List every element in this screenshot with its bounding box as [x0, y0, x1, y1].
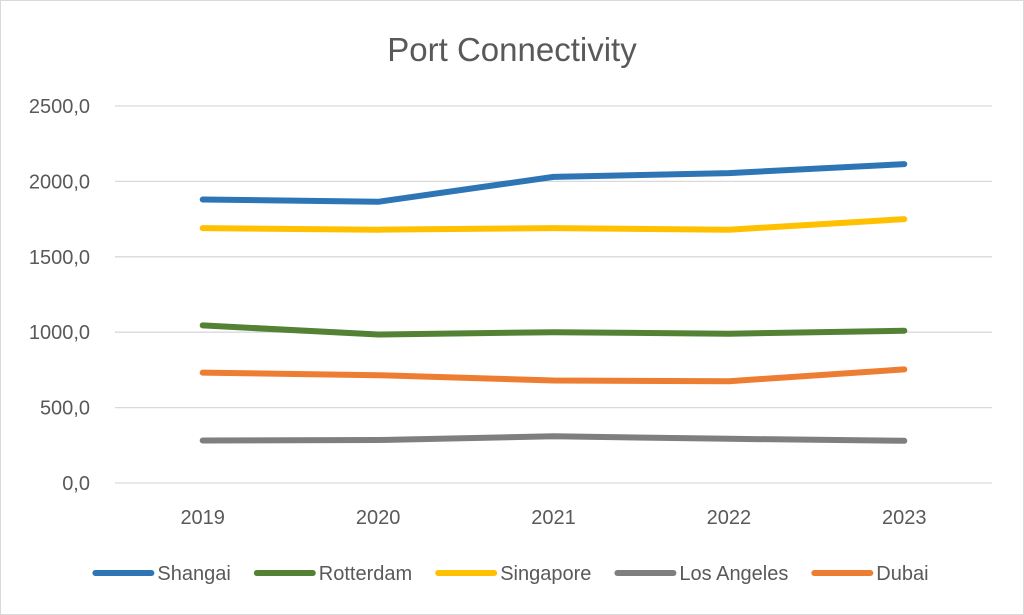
series-line-los-angeles — [199, 433, 908, 444]
series-line-dubai — [199, 366, 908, 385]
legend-label: Shangai — [157, 563, 230, 585]
legend-item-los-angeles: Los Angeles — [614, 563, 788, 585]
series-line-shangai — [199, 161, 908, 205]
legend: Shangai Rotterdam Singapore Los Angeles Duba… — [92, 563, 929, 585]
y-tick-label: 2000,0 — [29, 171, 90, 193]
x-tick-label: 2019 — [180, 507, 225, 529]
legend-label: Singapore — [500, 563, 591, 585]
x-tick-label: 2021 — [531, 507, 576, 529]
y-tick-label: 1000,0 — [29, 322, 90, 344]
y-tick-label: 2500,0 — [29, 96, 90, 118]
legend-item-singapore: Singapore — [435, 563, 591, 585]
x-axis-ticks: 2019 2020 2021 2022 2023 — [180, 507, 926, 529]
x-tick-label: 2023 — [882, 507, 927, 529]
legend-item-rotterdam: Rotterdam — [253, 563, 412, 585]
legend-item-dubai: Dubai — [811, 563, 929, 585]
gridlines — [115, 105, 992, 484]
x-tick-label: 2022 — [707, 507, 752, 529]
legend-label: Rotterdam — [319, 563, 412, 585]
y-tick-label: 0,0 — [62, 473, 90, 495]
series-line-singapore — [199, 216, 908, 233]
y-axis-ticks: 0,0 500,0 1000,0 1500,0 2000,0 2500,0 — [29, 96, 90, 495]
y-tick-label: 500,0 — [40, 398, 90, 420]
y-tick-label: 1500,0 — [29, 247, 90, 269]
series-line-rotterdam — [199, 322, 908, 338]
chart-title: Port Connectivity — [387, 31, 637, 68]
legend-item-shangai: Shangai — [92, 563, 231, 585]
x-tick-label: 2020 — [356, 507, 401, 529]
series-lines — [199, 161, 908, 444]
legend-label: Los Angeles — [679, 563, 788, 585]
legend-label: Dubai — [876, 563, 928, 585]
